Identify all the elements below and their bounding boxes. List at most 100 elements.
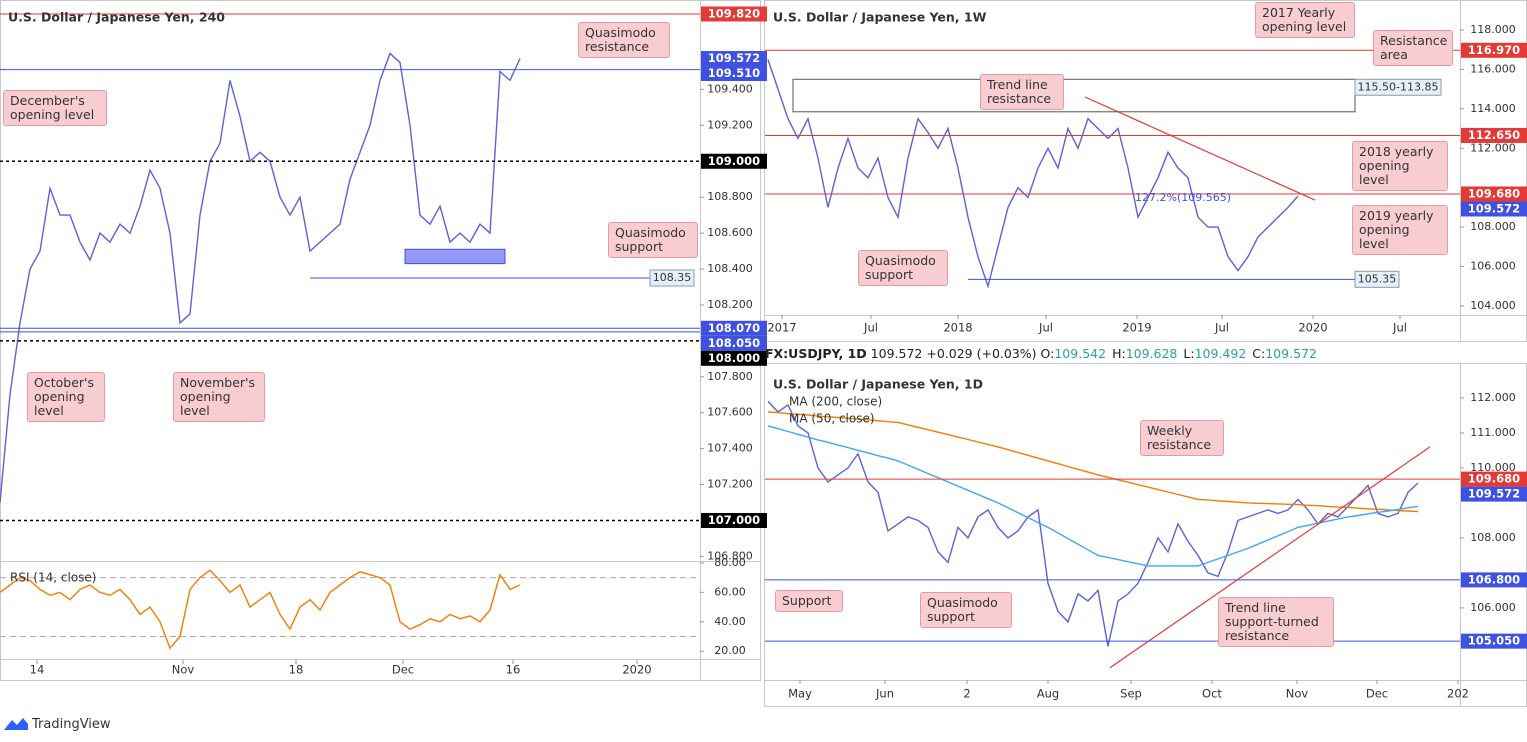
x-tick-label: 2: [963, 687, 970, 701]
ohlc-value: 109.492: [1194, 346, 1247, 361]
y-tick-label: 106.000: [1470, 601, 1516, 614]
y-tick-label: 20.00: [714, 644, 746, 657]
y-tick-label: 109.400: [707, 82, 753, 95]
y-tick-label: 111.000: [1470, 426, 1516, 439]
price-line: [767, 425, 1419, 567]
x-tick-label: Aug: [1037, 687, 1059, 701]
x-tick-label: Jul: [1038, 321, 1053, 335]
y-tick-label: 118.000: [1470, 23, 1516, 36]
ohlc-label: O:: [1040, 346, 1055, 361]
annotation: Support: [775, 590, 843, 612]
x-tick-label: Sep: [1120, 687, 1142, 701]
y-tick-label: 114.000: [1470, 102, 1516, 115]
y-tick-label: 112.000: [1470, 141, 1516, 154]
y-tick-label: 104.000: [1470, 299, 1516, 312]
price-label: 105.050: [1468, 634, 1520, 648]
trend-line: [1109, 446, 1431, 669]
price-label: 116.970: [1468, 43, 1520, 57]
price-label: 109.572: [1468, 201, 1520, 215]
annotation: 2018 yearly opening level: [1352, 141, 1448, 191]
price-box: [1461, 471, 1527, 487]
price-line: [767, 400, 1419, 647]
annotation: Quasimodo support: [920, 592, 1012, 628]
price-box: [701, 335, 767, 351]
quote-header: FX:USDJPY, 1D 109.572 +0.029 (+0.03%) O:…: [765, 346, 1323, 361]
y-tick-label: 108.000: [1470, 531, 1516, 544]
ohlc-value: 109.628: [1125, 346, 1178, 361]
price-label: 107.000: [708, 513, 760, 527]
y-tick-label: 108.200: [707, 298, 753, 311]
price-label: 109.572: [708, 51, 760, 65]
x-tick-label: Nov: [172, 663, 195, 677]
annotation: 127.2%(109.565): [1135, 191, 1232, 204]
price-label: 108.070: [708, 321, 760, 335]
price-label: 109.510: [708, 66, 760, 80]
y-tick-label: 106.000: [1470, 260, 1516, 273]
ohlc-value: 109.572: [1265, 346, 1317, 361]
level-label: 105.35: [1358, 272, 1397, 285]
level-label: 108.35: [653, 271, 692, 284]
price-label: 112.650: [1468, 128, 1520, 142]
ohlc-value: 109.542: [1054, 346, 1107, 361]
x-tick-label: 2017: [767, 321, 796, 335]
symbol: FX:USDJPY, 1D: [765, 346, 867, 361]
zone-label: 115.50-113.85: [1358, 80, 1439, 93]
zone-label-box: [1354, 78, 1442, 96]
y-tick-label: 109.200: [707, 118, 753, 131]
x-tick-label: Nov: [1286, 687, 1309, 701]
price-box: [1461, 186, 1527, 202]
legend: RSI (14, close): [10, 571, 96, 585]
price-box: [701, 66, 767, 82]
y-tick-label: 107.800: [707, 370, 753, 383]
y-tick-label: 106.800: [707, 549, 753, 562]
y-tick-label: 107.600: [707, 406, 753, 419]
zone: [792, 78, 1356, 113]
price-line: [767, 411, 1419, 513]
price-box: [1461, 42, 1527, 58]
ohlc-label: H:: [1112, 346, 1126, 361]
annotation: Resistance area: [1373, 30, 1453, 66]
y-tick-label: 108.400: [707, 262, 753, 275]
price-box: [701, 153, 767, 169]
price-box: [1461, 486, 1527, 502]
annotation: 2017 Yearly opening level: [1255, 2, 1355, 38]
chart-title: U.S. Dollar / Japanese Yen, 1D: [773, 377, 983, 392]
price-box: [701, 6, 767, 22]
ohlc-label: L:: [1183, 346, 1195, 361]
y-tick-label: 108.000: [1470, 220, 1516, 233]
x-tick-label: 16: [506, 663, 521, 677]
price-label: 109.820: [708, 6, 760, 20]
price-box: [1461, 201, 1527, 217]
chart-title: U.S. Dollar / Japanese Yen, 240: [8, 10, 225, 25]
last-price: 109.572: [870, 346, 923, 361]
price-box: [701, 320, 767, 336]
x-tick-label: 2019: [1122, 321, 1151, 335]
price-box: [701, 51, 767, 67]
plot: [0, 13, 700, 522]
price-line: [0, 52, 521, 503]
level-label-box: [1354, 270, 1400, 288]
brand: TradingView: [32, 716, 111, 732]
price-box: [1461, 572, 1527, 588]
annotation: Weekly resistance: [1140, 420, 1224, 456]
change: +0.029 (+0.03%): [926, 346, 1037, 361]
price-label: 109.000: [708, 154, 760, 168]
logo: [4, 718, 28, 730]
x-tick-label: Dec: [392, 663, 414, 677]
x-tick-label: Jun: [875, 687, 894, 701]
annotation: Quasimodo resistance: [578, 22, 670, 58]
annotation: Quasimodo support: [608, 222, 698, 258]
ohlc-label: C:: [1252, 346, 1266, 361]
legend-entry: MA (50, close): [789, 412, 875, 426]
price-label: 108.000: [708, 351, 760, 365]
price-box: [1461, 127, 1527, 143]
y-tick-label: 107.400: [707, 442, 753, 455]
plot: [765, 400, 1460, 669]
price-box: [701, 512, 767, 528]
trend-line: [1084, 96, 1316, 201]
annotation: October's opening level: [27, 372, 105, 422]
chart-title: U.S. Dollar / Japanese Yen, 1W: [773, 10, 987, 25]
x-tick-label: 202: [1447, 687, 1469, 701]
annotation: 2019 yearly opening level: [1352, 205, 1448, 255]
